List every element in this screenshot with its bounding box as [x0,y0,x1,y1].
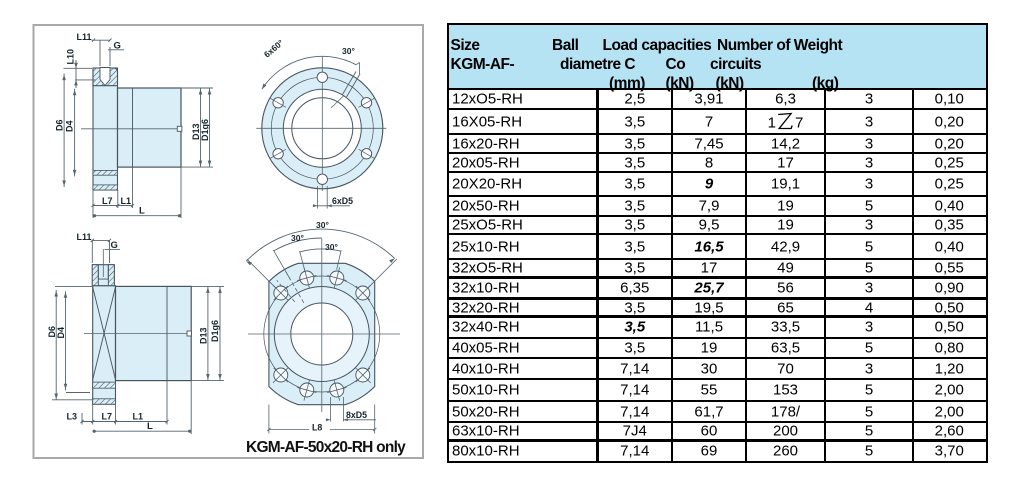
svg-text:L3: L3 [67,412,78,422]
svg-text:D6: D6 [47,326,57,338]
svg-text:6x60°: 6x60° [262,37,286,59]
svg-text:L: L [139,206,145,217]
svg-text:30°: 30° [316,220,329,230]
svg-text:L7: L7 [102,196,113,206]
svg-text:D1g6: D1g6 [210,320,220,342]
svg-text:L11: L11 [77,232,92,242]
svg-text:L1: L1 [133,412,144,422]
svg-text:G: G [114,41,121,52]
svg-text:30°: 30° [342,46,355,56]
svg-text:D13: D13 [198,327,208,344]
svg-text:L7: L7 [102,412,113,422]
svg-text:L10: L10 [66,49,76,65]
svg-text:8xD5: 8xD5 [346,410,367,420]
svg-text:6xD5: 6xD5 [332,196,353,206]
svg-text:D13: D13 [191,123,201,140]
svg-text:L: L [147,421,153,432]
svg-text:D4: D4 [65,120,75,132]
svg-text:L8: L8 [312,423,322,433]
svg-text:D1g6: D1g6 [200,119,210,141]
svg-text:D6: D6 [55,119,65,131]
svg-text:30°: 30° [291,233,304,243]
svg-text:D4: D4 [56,327,66,339]
svg-text:G: G [111,240,118,251]
svg-text:L1: L1 [121,196,132,206]
svg-text:KGM-AF-50x20-RH only: KGM-AF-50x20-RH only [246,439,406,456]
svg-text:30°: 30° [325,242,338,252]
svg-text:L11: L11 [77,32,92,42]
